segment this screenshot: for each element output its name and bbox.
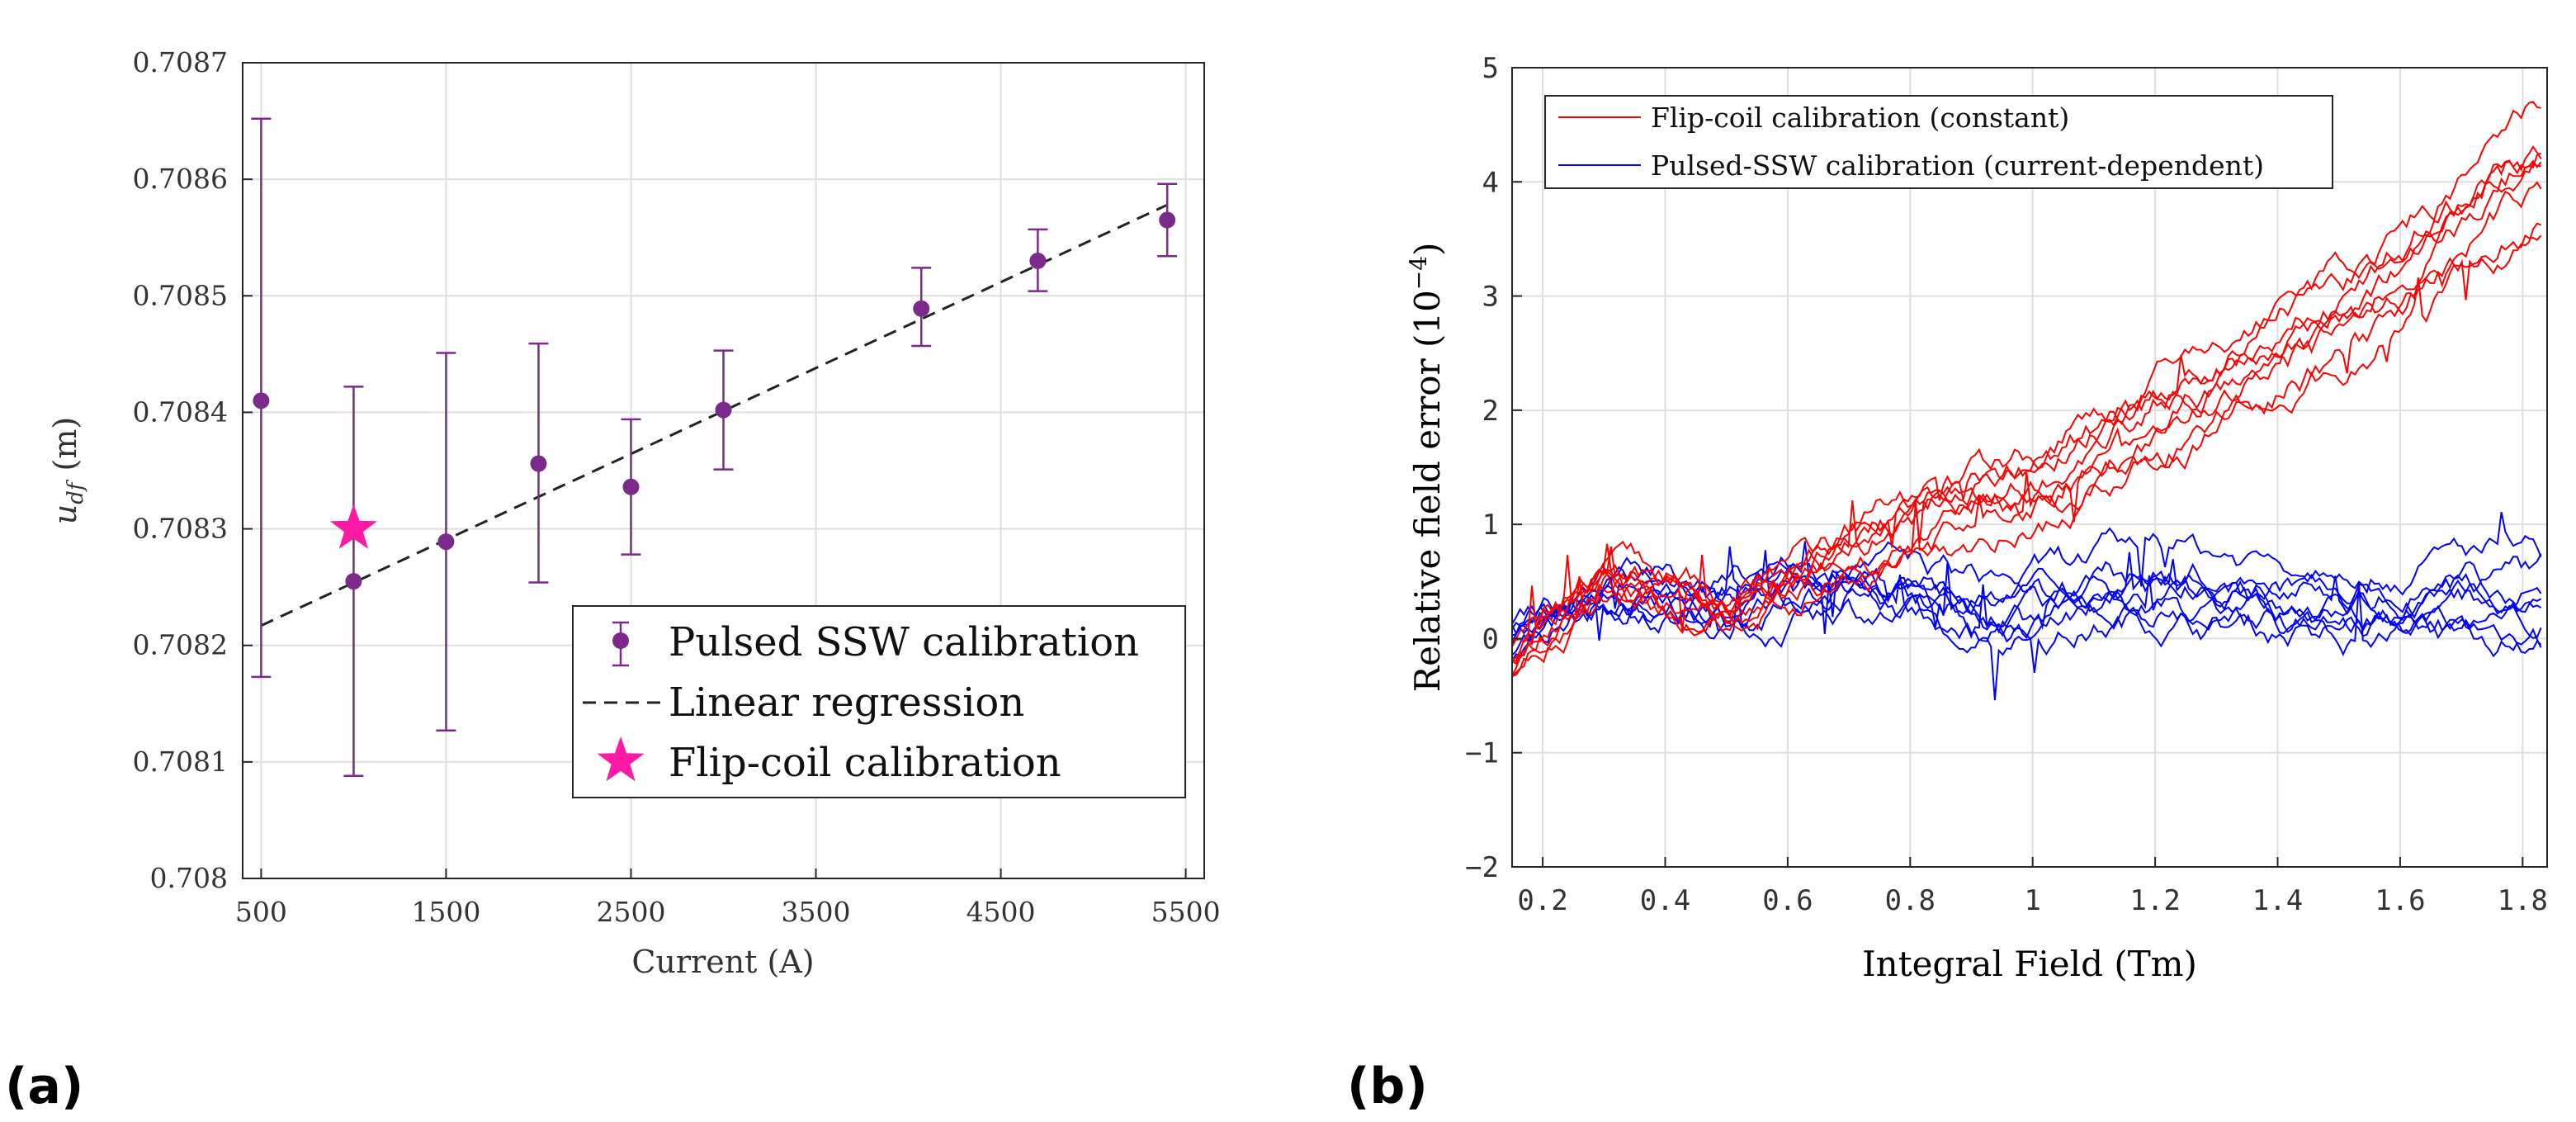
- flip-coil-series-line: [1511, 152, 2542, 643]
- chart-a-ytick-label: 0.7085: [133, 279, 228, 311]
- chart-a-xtick-label: 1500: [411, 896, 480, 928]
- chart-b-ytick-label: −2: [1465, 851, 1499, 884]
- chart-b-ylabel-text: Relative field error (10−4): [1405, 243, 1448, 693]
- chart-b-ytick-label: 1: [1482, 509, 1499, 542]
- chart-b-xtick-label: 1.4: [2252, 884, 2303, 917]
- chart-a-marks: [251, 117, 1178, 778]
- legend-b-label-ssw: Pulsed-SSW calibration (current-dependen…: [1651, 149, 2264, 182]
- chart-b-ticks: 0.2 0.4 0.6 0.8 1 1.2 1.4 1.6 1.8 −2 −1 0 1 2 3 4 5: [1465, 52, 2548, 917]
- chart-b-ylabel-main: Relative field error (10: [1407, 290, 1448, 692]
- legend-a-label-regression: Linear regression: [669, 679, 1024, 726]
- chart-a-legend-box: [572, 605, 1186, 798]
- chart-b-plot-frame: [1511, 67, 2548, 868]
- chart-b-xtick-label: 1.8: [2498, 884, 2548, 917]
- chart-b-ylabel: Relative field error (10−4): [1405, 243, 1448, 693]
- pulsed-ssw-series-line: [1511, 566, 2542, 645]
- chart-b-ytick-label: 2: [1482, 395, 1499, 428]
- chart-a-ytick-label: 0.7087: [133, 46, 228, 78]
- flip-coil-series-line: [1511, 144, 2542, 660]
- chart-a-ylabel-base: u: [47, 504, 83, 524]
- flip-coil-star-marker: [329, 504, 377, 549]
- pulsed-ssw-series-line: [1511, 579, 2542, 701]
- data-point: [253, 392, 270, 410]
- chart-b-xtick-label: 0.8: [1885, 884, 1936, 917]
- data-point: [715, 401, 732, 419]
- chart-b-ytick-label: −1: [1465, 737, 1499, 770]
- chart-b-xtick-label: 1.2: [2129, 884, 2180, 917]
- chart-b-ytick-label: 3: [1482, 281, 1499, 314]
- legend-a-marker-ssw: [612, 632, 629, 649]
- chart-a: 500 1500 2500 3500 4500 5500 0.708 0.7081 0.7082…: [47, 46, 1221, 980]
- data-point: [622, 478, 640, 495]
- data-point: [530, 455, 547, 472]
- chart-a-ylabel-unit: (m): [47, 417, 83, 471]
- data-point: [1159, 211, 1176, 229]
- chart-b-xtick-label: 0.6: [1762, 884, 1813, 917]
- chart-a-xtick-label: 4500: [967, 896, 1036, 928]
- flip-coil-series-line: [1511, 234, 2542, 677]
- chart-a-ytick-label: 0.7081: [133, 746, 228, 778]
- chart-b-legend-box: [1544, 95, 2333, 189]
- chart-a-xlabel: Current (A): [631, 944, 814, 980]
- chart-a-ytick-label: 0.708: [150, 862, 228, 894]
- chart-a-ylabel-sub: df: [64, 479, 88, 504]
- chart-a-xtick-label: 5500: [1151, 896, 1221, 928]
- panel-label-a: (a): [5, 1058, 83, 1115]
- pulsed-ssw-series-line: [1511, 512, 2542, 625]
- chart-b-ytick-label: 5: [1482, 52, 1499, 85]
- data-point: [437, 533, 455, 551]
- chart-a-ticks: 500 1500 2500 3500 4500 5500 0.708 0.7081 0.7082…: [133, 46, 1221, 928]
- data-point: [913, 300, 930, 317]
- flip-coil-series-line: [1511, 159, 2542, 662]
- chart-b-ytick-label: 4: [1482, 166, 1499, 199]
- chart-b-xtick-label: 0.2: [1517, 884, 1567, 917]
- data-point: [345, 573, 362, 590]
- chart-a-ytick-label: 0.7083: [133, 513, 228, 545]
- chart-a-legend: Pulsed SSW calibration Linear regression…: [572, 605, 1186, 798]
- chart-a-xtick-label: 3500: [782, 896, 851, 928]
- legend-a-label-ssw: Pulsed SSW calibration: [669, 619, 1139, 665]
- chart-b: 0.2 0.4 0.6 0.8 1 1.2 1.4 1.6 1.8 −2 −1 0 1 2 3 4 5 Inte…: [1405, 52, 2548, 984]
- chart-b-ylabel-close: ): [1407, 243, 1448, 256]
- chart-b-xtick-label: 1.6: [2375, 884, 2425, 917]
- chart-b-xlabel: Integral Field (Tm): [1862, 944, 2197, 984]
- panel-label-b: (b): [1347, 1058, 1428, 1115]
- chart-a-ylabel-text: udf (m): [47, 417, 88, 524]
- chart-a-xtick-label: 2500: [596, 896, 665, 928]
- chart-b-ytick-label: 0: [1482, 623, 1499, 656]
- legend-a-star-marker: [597, 736, 645, 782]
- legend-b-label-flipcoil: Flip-coil calibration (constant): [1651, 102, 2069, 134]
- chart-b-ylabel-exp: −4: [1405, 256, 1432, 290]
- data-point: [1029, 252, 1047, 269]
- chart-a-ytick-label: 0.7086: [133, 163, 228, 195]
- chart-a-xtick-label: 500: [235, 896, 287, 928]
- chart-a-ytick-label: 0.7084: [133, 395, 228, 428]
- chart-b-lines: [1511, 101, 2542, 701]
- legend-a-label-flipcoil: Flip-coil calibration: [669, 740, 1061, 786]
- chart-a-ytick-label: 0.7082: [133, 629, 228, 661]
- chart-b-xtick-label: 1: [2024, 884, 2040, 917]
- chart-b-xtick-label: 0.4: [1640, 884, 1690, 917]
- chart-a-plot-frame: [242, 62, 1205, 879]
- flip-coil-series-line: [1511, 222, 2541, 678]
- regression-line: [260, 203, 1168, 627]
- flip-coil-series-line: [1511, 162, 2541, 665]
- chart-a-ylabel: udf (m): [47, 417, 88, 524]
- chart-b-legend: Flip-coil calibration (constant) Pulsed-…: [1544, 95, 2333, 189]
